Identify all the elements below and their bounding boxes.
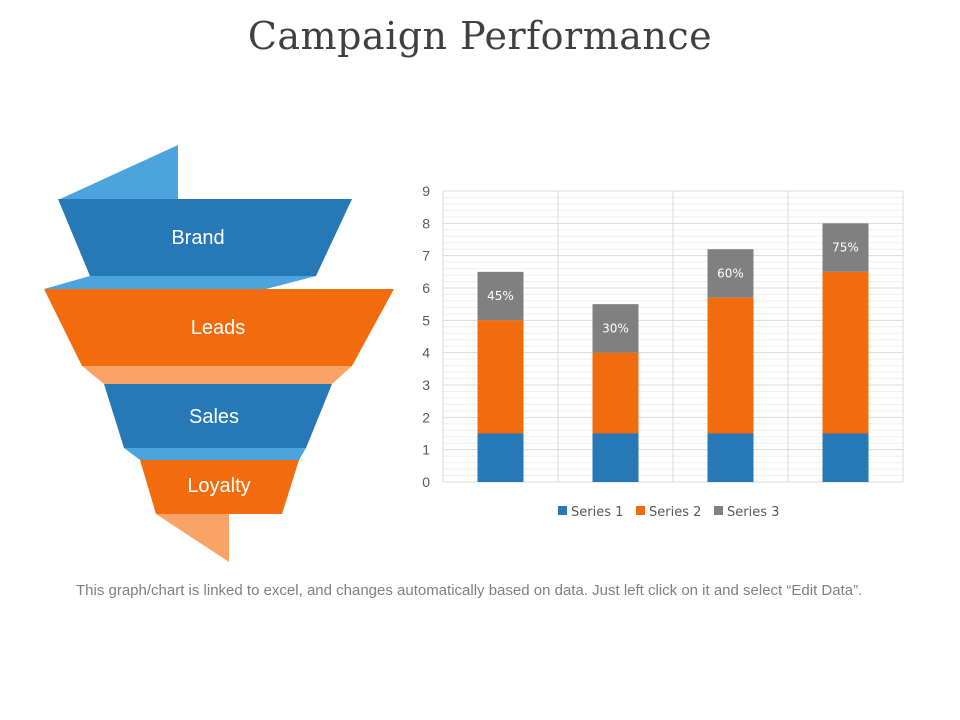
funnel-fold-2 — [82, 366, 352, 384]
bar-segment-series-2 — [822, 271, 869, 434]
funnel-bottom-fold — [156, 514, 229, 562]
bar-segment-series-2 — [592, 352, 639, 434]
legend-swatch — [636, 506, 645, 515]
y-axis-ticks: 0 1 2 3 4 5 6 7 8 9 — [422, 183, 430, 490]
footnote-text: This graph/chart is linked to excel, and… — [76, 582, 863, 599]
y-tick-label: 6 — [422, 280, 430, 296]
funnel-fold-3 — [124, 448, 306, 460]
y-tick-label: 0 — [422, 474, 430, 490]
chart-data-labels: 45% 30% 60% 75% — [487, 241, 859, 336]
data-label: 45% — [487, 289, 514, 303]
funnel-label-brand: Brand — [171, 227, 224, 249]
legend-swatch — [558, 506, 567, 515]
bar-segment-series-1 — [822, 433, 869, 482]
data-label: 30% — [602, 321, 629, 335]
bar-segment-series-1 — [477, 433, 524, 482]
bar-segment-series-3 — [477, 271, 524, 321]
y-tick-label: 5 — [422, 312, 430, 328]
funnel-stage-leads — [44, 289, 394, 366]
y-tick-label: 4 — [422, 345, 430, 361]
funnel-label-loyalty: Loyalty — [187, 475, 250, 497]
data-label: 60% — [717, 266, 744, 280]
y-tick-label: 2 — [422, 409, 430, 425]
page-title: Campaign Performance — [247, 14, 713, 58]
y-tick-label: 8 — [422, 215, 430, 231]
legend-entry: Series 3 — [727, 505, 779, 520]
funnel-label-sales: Sales — [189, 406, 239, 428]
legend-swatch — [714, 506, 723, 515]
legend-entry: Series 2 — [649, 505, 701, 520]
bar-segment-series-3 — [822, 223, 869, 272]
y-tick-label: 3 — [422, 377, 430, 393]
bar-segment-series-2 — [707, 297, 754, 434]
bar-segment-series-1 — [707, 433, 754, 482]
funnel-top-fold — [58, 145, 178, 200]
chart-bars — [477, 223, 869, 482]
bar-segment-series-2 — [477, 320, 524, 434]
funnel-fold-1 — [44, 276, 316, 289]
funnel-stage-sales — [104, 384, 332, 448]
data-label: 75% — [832, 241, 859, 255]
chart-legend: Series 1 Series 2 Series 3 — [558, 505, 779, 520]
stacked-bar-chart: 0 1 2 3 4 5 6 7 8 9 45% 30% 60% 75% Series 1 Series 2… — [422, 183, 904, 520]
funnel-stage-brand — [58, 199, 352, 276]
funnel-label-leads: Leads — [191, 317, 246, 339]
bar-segment-series-1 — [592, 433, 639, 482]
y-tick-label: 1 — [422, 442, 430, 458]
legend-entry: Series 1 — [571, 505, 623, 520]
funnel-stage-loyalty — [140, 460, 299, 514]
bar-segment-series-3 — [707, 249, 754, 298]
bar-segment-series-3 — [592, 304, 639, 353]
funnel-diagram: Brand Leads Sales Loyalty — [44, 145, 394, 562]
y-tick-label: 7 — [422, 248, 430, 264]
y-tick-label: 9 — [422, 183, 430, 199]
